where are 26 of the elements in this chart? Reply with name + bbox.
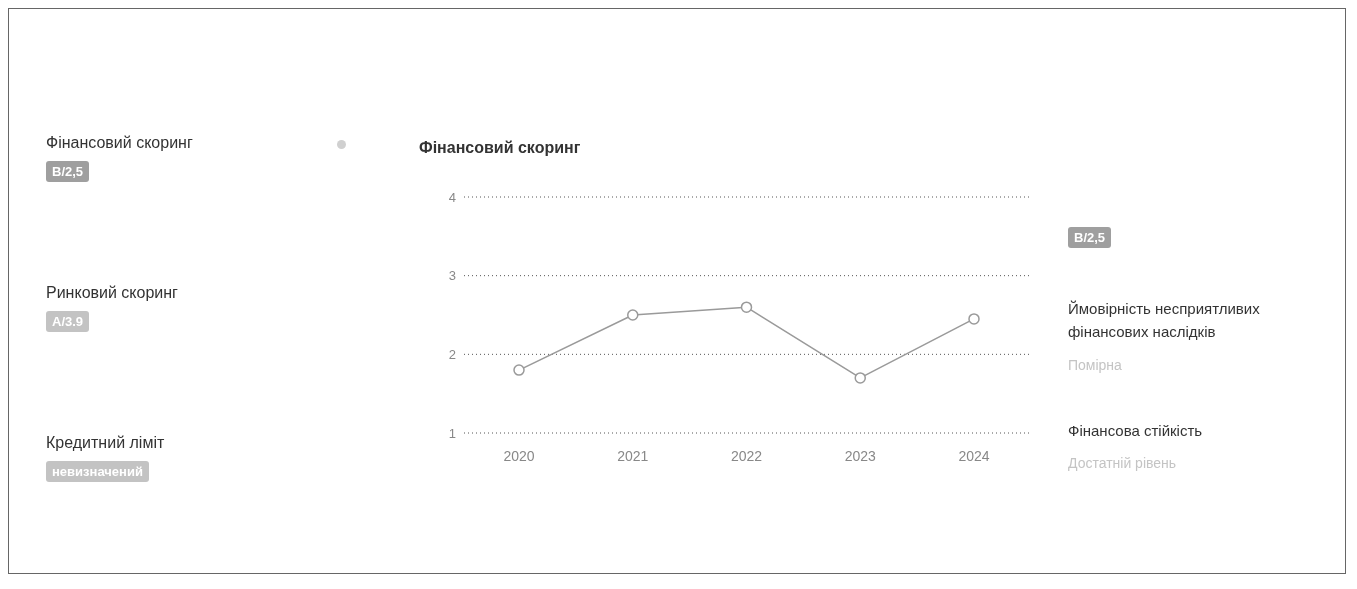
text: B/2,5 <box>1068 227 1112 248</box>
text: Фінансовий скоринг <box>46 134 193 152</box>
point <box>627 309 639 321</box>
x-tick-label: 2023 <box>844 447 877 464</box>
point <box>968 313 980 325</box>
text: Помірна <box>1068 357 1122 373</box>
point <box>854 372 866 384</box>
text: Ймовірність несприятливих фінансових наслідків <box>1068 299 1261 342</box>
text: A/3.9 <box>46 311 90 332</box>
x-tick-label: 2021 <box>617 447 649 464</box>
y-tick-label: 4 <box>448 189 456 205</box>
x-tick-label: 2020 <box>503 447 535 464</box>
text: Кредитний ліміт <box>46 434 165 452</box>
x-tick-label: 2022 <box>730 447 763 464</box>
text: B/2,5 <box>46 161 90 182</box>
text: Фінансова стійкість <box>1068 422 1203 439</box>
text: Ринковий скоринг <box>46 284 178 302</box>
point <box>740 301 753 313</box>
text: невизначений <box>46 461 149 482</box>
text: Достатній рівень <box>1068 455 1177 471</box>
y-tick-label: 3 <box>448 268 456 284</box>
x-tick-label: 2024 <box>958 447 990 464</box>
point <box>513 364 525 376</box>
y-tick-label: 1 <box>448 425 456 441</box>
y-tick-label: 2 <box>448 346 456 362</box>
chart-title: Фінансовий скоринг <box>419 139 582 158</box>
